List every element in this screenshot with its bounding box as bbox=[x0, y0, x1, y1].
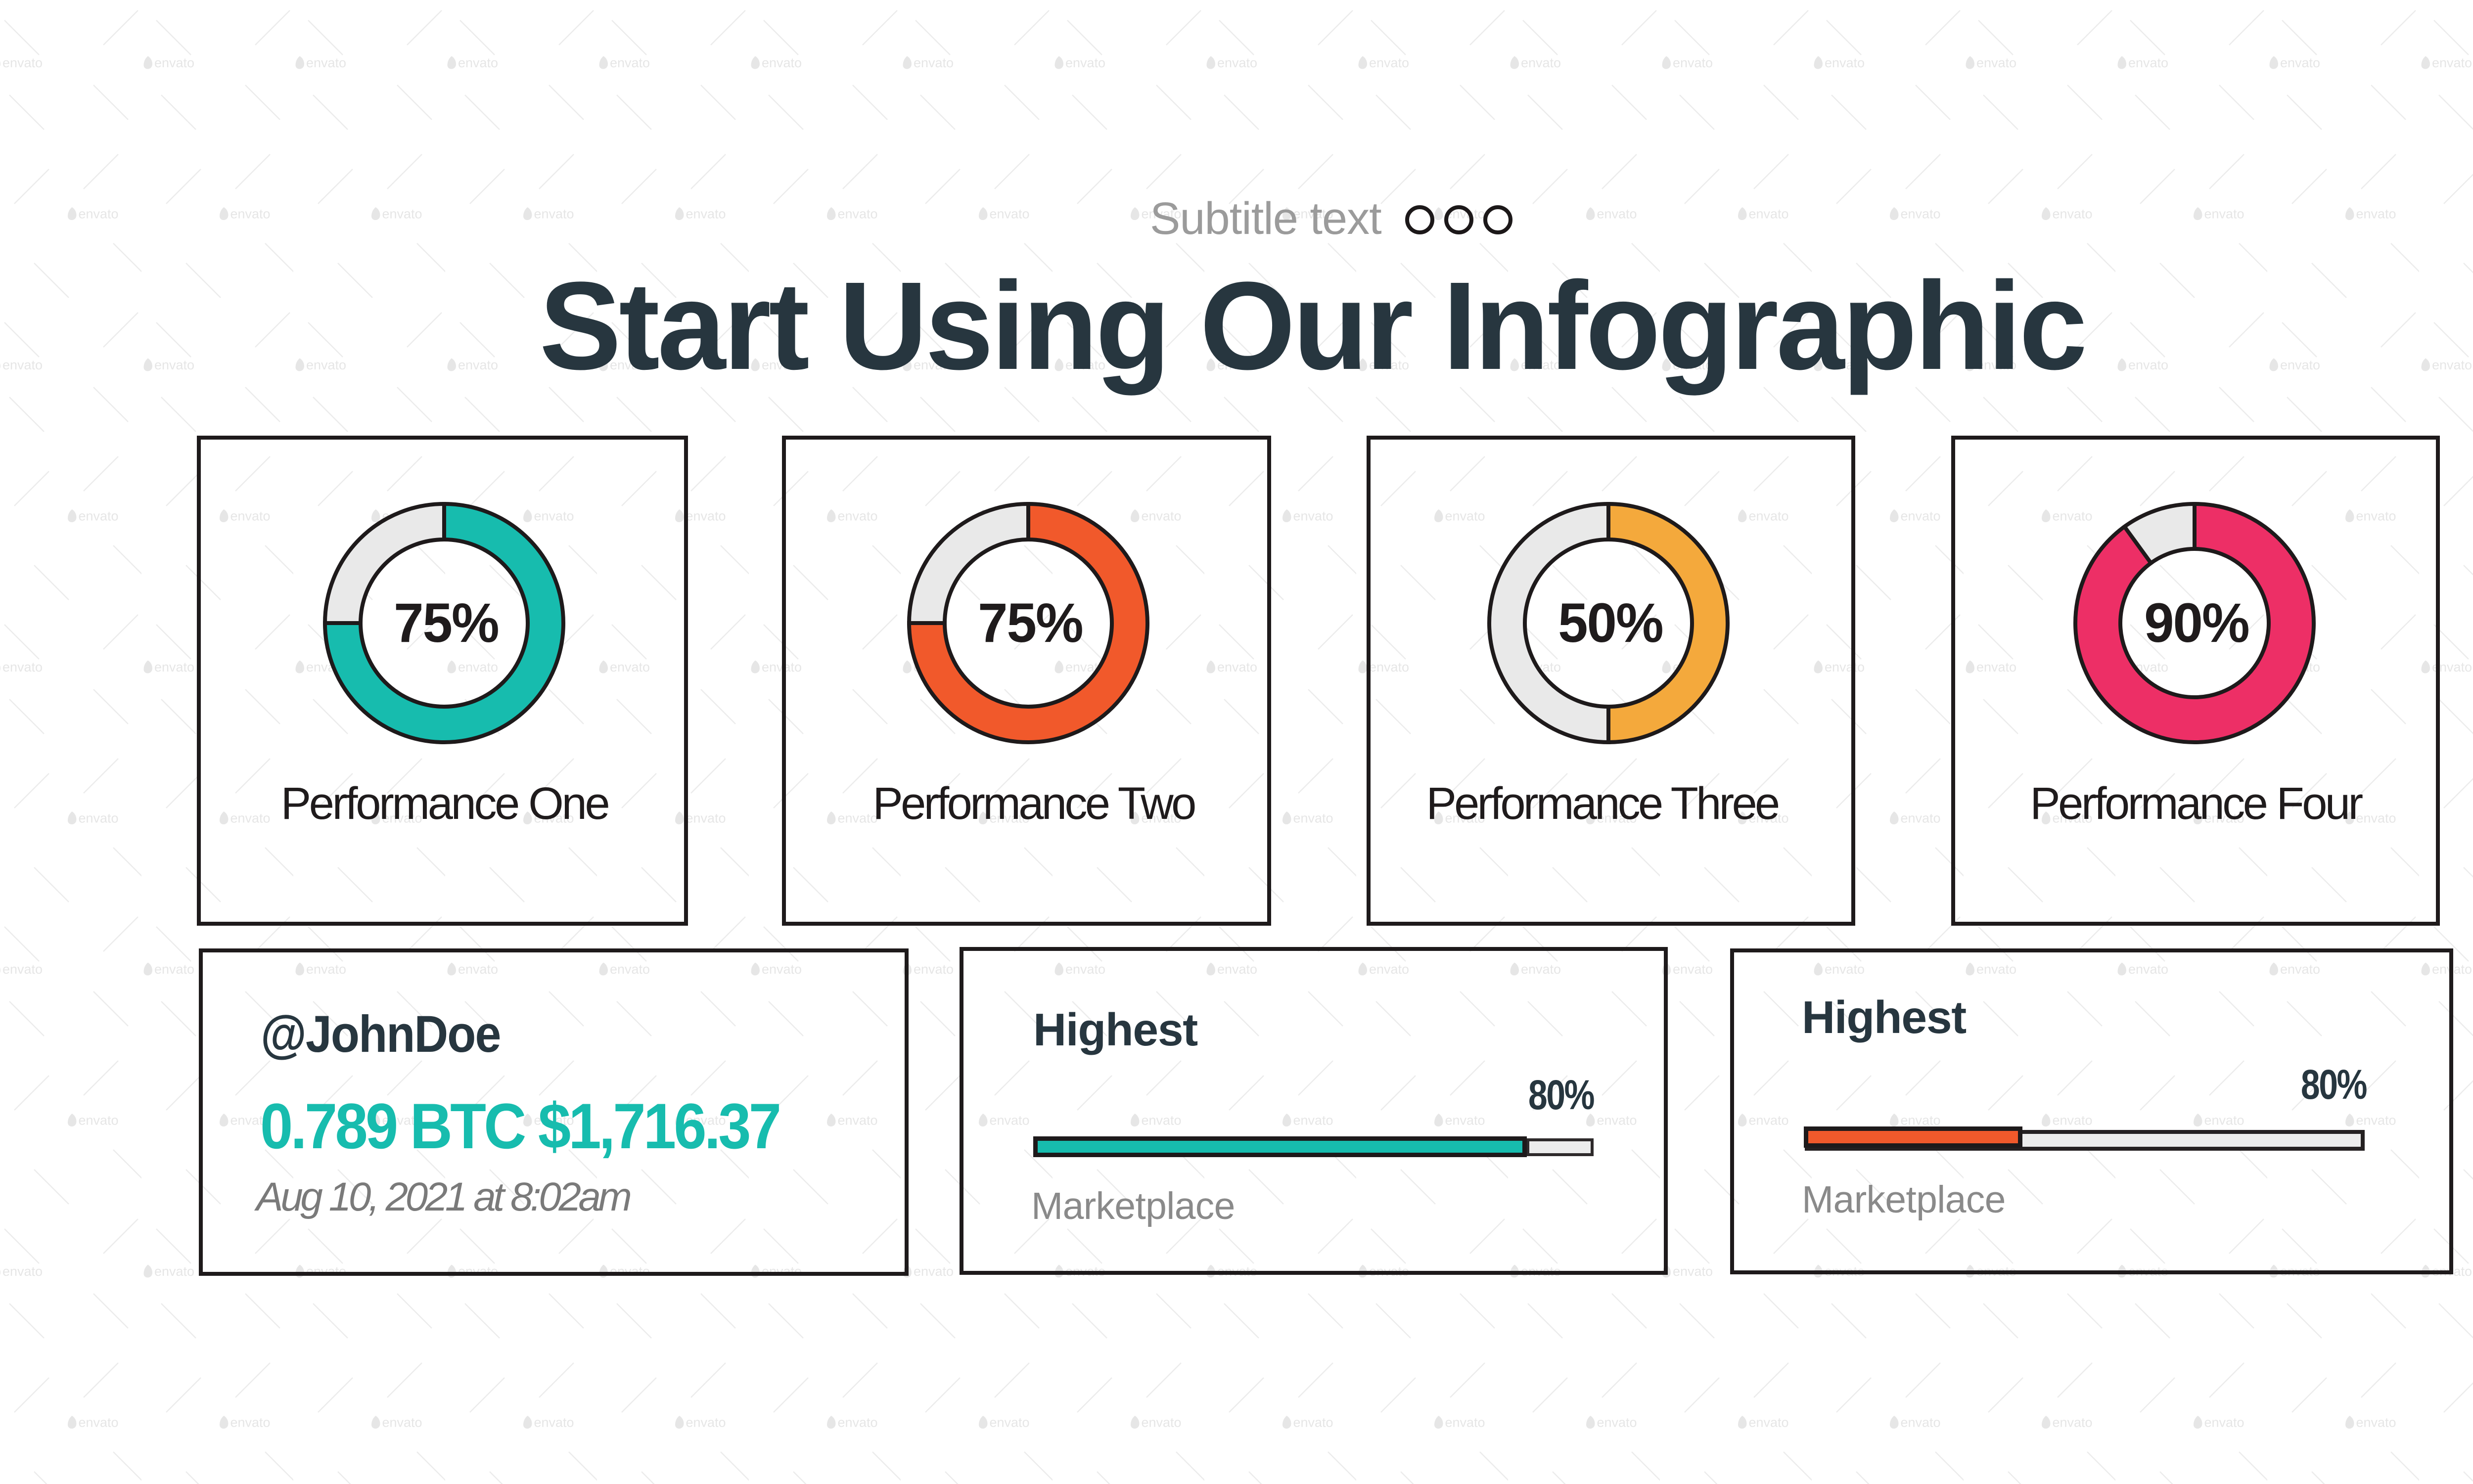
svg-text:75%: 75% bbox=[394, 592, 499, 654]
svg-text:75%: 75% bbox=[978, 592, 1083, 654]
svg-text:90%: 90% bbox=[2144, 592, 2249, 654]
svg-text:50%: 50% bbox=[1558, 592, 1663, 654]
